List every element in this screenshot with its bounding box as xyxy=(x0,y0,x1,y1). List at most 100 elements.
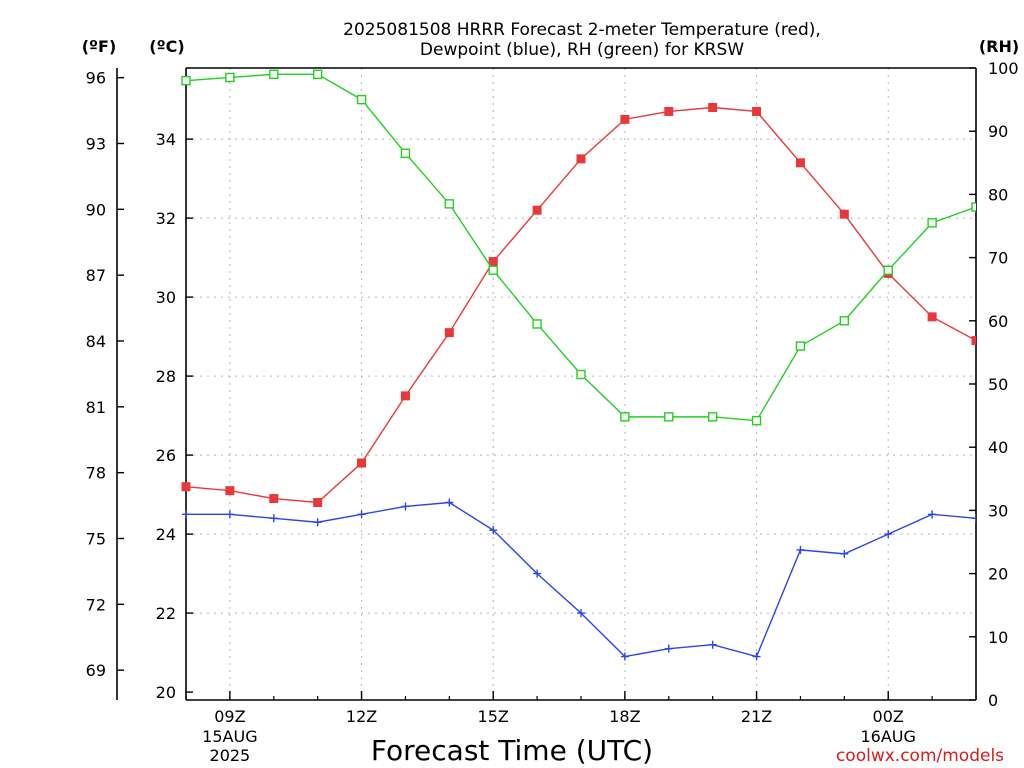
rh-point xyxy=(488,265,498,275)
x-tick-date: 15AUG xyxy=(202,727,257,746)
dewpoint-point xyxy=(533,569,542,578)
chart-subtitle: Dewpoint (blue), RH (green) for KRSW xyxy=(420,40,744,60)
rh-tick-label: 100 xyxy=(988,59,1019,78)
rh-point xyxy=(795,341,806,351)
temperature-point xyxy=(313,498,323,507)
dewpoint-point xyxy=(752,652,761,661)
rh-tick-label: 80 xyxy=(988,185,1008,204)
rh-tick-label: 10 xyxy=(988,628,1008,647)
celsius-tick-label: 28 xyxy=(156,367,176,386)
rh-point xyxy=(971,202,976,212)
x-tick-label: 12Z xyxy=(346,707,377,726)
temperature-point xyxy=(225,486,235,496)
temperature-point xyxy=(181,482,191,492)
celsius-tick-label: 26 xyxy=(156,446,176,465)
celsius-tick-label: 32 xyxy=(156,209,176,228)
temperature-point xyxy=(839,209,849,219)
rh-point xyxy=(927,218,937,228)
dewpoint-line xyxy=(186,501,976,658)
dewpoint-point xyxy=(840,549,849,558)
rh-point xyxy=(269,69,279,80)
rh-point xyxy=(620,412,630,422)
x-tick-label: 00Z xyxy=(873,707,904,726)
series-temperature xyxy=(181,103,976,507)
rh-tick-label: 60 xyxy=(988,312,1008,331)
rh-point xyxy=(356,94,367,105)
dewpoint-point xyxy=(928,510,937,519)
temperature-point xyxy=(444,328,454,338)
x-tick-label: 18Z xyxy=(609,707,640,726)
axes: 69 72 75 78 81 84 87 90 93 96 20 22 24 26 28 30 32 34 0 10 2… xyxy=(86,59,1019,765)
rh-point xyxy=(400,148,411,159)
temperature-point xyxy=(752,106,762,116)
temperature-point xyxy=(269,494,279,504)
fahrenheit-tick-label: 69 xyxy=(86,661,106,680)
x-axis-title: Forecast Time (UTC) xyxy=(371,734,653,767)
fahrenheit-tick-label: 90 xyxy=(86,200,106,219)
rh-point xyxy=(839,316,850,326)
celsius-tick-label: 34 xyxy=(156,130,176,149)
celsius-tick-label: 24 xyxy=(156,525,176,544)
rh-unit-label: (RH) xyxy=(979,37,1019,56)
fahrenheit-tick-label: 84 xyxy=(86,332,106,351)
temperature-point xyxy=(620,114,630,124)
fahrenheit-tick-label: 87 xyxy=(86,266,106,285)
dewpoint-point xyxy=(313,518,322,527)
fahrenheit-tick-label: 93 xyxy=(86,134,106,153)
temperature-point xyxy=(576,154,586,164)
fahrenheit-tick-label: 75 xyxy=(86,529,106,548)
dewpoint-point xyxy=(972,514,976,523)
rh-point xyxy=(444,199,455,209)
rh-line xyxy=(185,73,976,422)
dewpoint-point xyxy=(357,510,366,519)
temperature-point xyxy=(357,458,367,468)
rh-point xyxy=(751,415,762,426)
temperature-point xyxy=(708,103,718,112)
rh-tick-label: 30 xyxy=(988,501,1008,520)
fahrenheit-tick-label: 72 xyxy=(86,595,106,614)
x-tick-label: 09Z xyxy=(214,707,245,726)
dewpoint-point xyxy=(884,530,893,539)
dewpoint-point xyxy=(182,510,190,519)
dewpoint-point xyxy=(401,502,410,511)
celsius-unit-label: (ºC) xyxy=(149,37,184,56)
dewpoint-point xyxy=(489,526,498,535)
chart-title: 2025081508 HRRR Forecast 2-meter Tempera… xyxy=(343,20,821,40)
celsius-tick-label: 22 xyxy=(156,604,176,623)
rh-point xyxy=(707,412,718,422)
fahrenheit-tick-label: 81 xyxy=(86,398,106,417)
rh-point xyxy=(532,319,542,329)
rh-tick-label: 20 xyxy=(988,565,1008,584)
temperature-point xyxy=(971,336,976,346)
rh-tick-label: 90 xyxy=(988,122,1008,141)
dewpoint-point xyxy=(796,545,805,554)
celsius-tick-label: 30 xyxy=(156,288,176,307)
series-rh xyxy=(181,69,976,426)
rh-tick-label: 0 xyxy=(988,691,998,710)
x-tick-label: 15Z xyxy=(478,707,509,726)
x-tick-label: 21Z xyxy=(741,707,772,726)
dewpoint-point xyxy=(664,644,673,653)
fahrenheit-tick-label: 78 xyxy=(86,464,106,483)
x-tick-date: 16AUG xyxy=(861,727,916,746)
rh-point xyxy=(576,369,586,380)
dewpoint-point xyxy=(577,609,585,618)
credit-text: coolwx.com/models xyxy=(836,746,1004,766)
fahrenheit-tick-label: 96 xyxy=(86,69,106,88)
rh-point xyxy=(312,69,323,80)
celsius-tick-label: 20 xyxy=(156,683,176,702)
dewpoint-point xyxy=(620,652,629,661)
temperature-point xyxy=(795,158,805,168)
temperature-point xyxy=(488,257,498,267)
temperature-point xyxy=(532,205,542,215)
rh-tick-label: 70 xyxy=(988,249,1008,268)
x-tick-year: 2025 xyxy=(210,746,251,765)
dewpoint-point xyxy=(269,514,278,523)
temperature-point xyxy=(927,312,937,322)
dewpoint-point xyxy=(445,498,454,507)
temperature-point xyxy=(664,106,674,116)
rh-point xyxy=(181,75,191,86)
series-dewpoint xyxy=(182,498,976,661)
rh-point xyxy=(225,72,235,83)
